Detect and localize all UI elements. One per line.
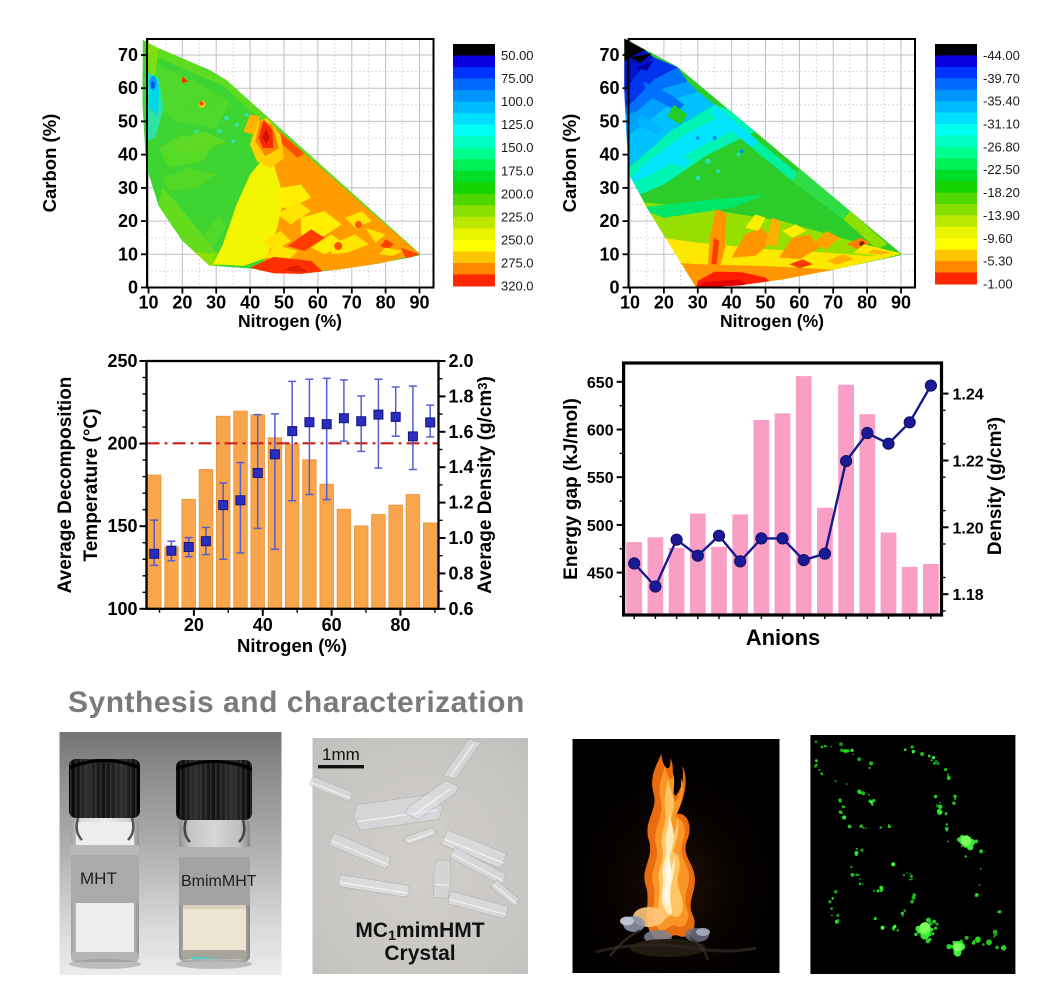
svg-text:MHT: MHT: [80, 869, 117, 888]
svg-text:2.0: 2.0: [449, 351, 474, 371]
svg-text:40: 40: [722, 293, 742, 313]
svg-text:450: 450: [587, 566, 614, 583]
svg-text:1.22: 1.22: [953, 454, 984, 471]
svg-text:Nitrogen (%): Nitrogen (%): [238, 311, 342, 331]
svg-text:60: 60: [322, 615, 342, 635]
svg-text:-5.30: -5.30: [983, 254, 1013, 269]
svg-text:1.18: 1.18: [953, 587, 984, 604]
svg-text:0.8: 0.8: [449, 563, 474, 583]
svg-text:40: 40: [253, 615, 273, 635]
svg-text:70: 70: [118, 45, 138, 65]
svg-text:10: 10: [138, 293, 158, 313]
svg-text:175.0: 175.0: [501, 163, 534, 178]
svg-text:80: 80: [857, 293, 877, 313]
svg-text:275.0: 275.0: [501, 256, 534, 271]
svg-text:1.24: 1.24: [953, 387, 984, 404]
svg-text:Nitrogen (%): Nitrogen (%): [237, 635, 347, 656]
svg-text:40: 40: [118, 145, 138, 165]
svg-text:-13.90: -13.90: [983, 208, 1020, 223]
svg-text:-22.50: -22.50: [983, 162, 1020, 177]
svg-text:150.0: 150.0: [501, 140, 534, 155]
svg-text:Synthesis and characterization: Synthesis and characterization: [68, 686, 525, 719]
svg-text:50: 50: [118, 111, 138, 131]
svg-text:BmimMHT: BmimMHT: [181, 873, 257, 890]
svg-text:200: 200: [107, 434, 137, 454]
svg-text:Carbon (%): Carbon (%): [559, 114, 580, 213]
svg-text:Anions: Anions: [746, 625, 821, 650]
svg-text:-35.40: -35.40: [983, 94, 1020, 109]
svg-text:100.0: 100.0: [501, 94, 534, 109]
svg-text:30: 30: [206, 293, 226, 313]
svg-text:60: 60: [789, 293, 809, 313]
svg-text:0: 0: [609, 278, 619, 298]
svg-text:20: 20: [172, 293, 192, 313]
svg-text:MC1mimHMT: MC1mimHMT: [355, 919, 484, 943]
svg-text:50: 50: [599, 111, 619, 131]
svg-text:250.0: 250.0: [501, 232, 534, 247]
svg-text:125.0: 125.0: [501, 117, 534, 132]
svg-text:10: 10: [118, 244, 138, 264]
svg-text:75.00: 75.00: [501, 71, 534, 86]
svg-text:0.6: 0.6: [449, 599, 474, 619]
svg-text:1.2: 1.2: [449, 493, 474, 513]
svg-text:50: 50: [755, 293, 775, 313]
svg-text:650: 650: [587, 375, 614, 392]
svg-text:80: 80: [376, 293, 396, 313]
svg-text:250: 250: [107, 351, 137, 371]
svg-text:20: 20: [118, 211, 138, 231]
svg-text:320.0: 320.0: [501, 279, 534, 294]
svg-text:-39.70: -39.70: [983, 71, 1020, 86]
svg-text:20: 20: [654, 293, 674, 313]
svg-text:-1.00: -1.00: [983, 277, 1013, 292]
svg-text:100: 100: [107, 599, 137, 619]
svg-text:1.0: 1.0: [449, 528, 474, 548]
svg-text:70: 70: [599, 45, 619, 65]
svg-text:1.6: 1.6: [449, 422, 474, 442]
svg-text:Average Density (g/cm3): Average Density (g/cm3): [475, 376, 496, 594]
svg-text:1.4: 1.4: [449, 457, 474, 477]
svg-text:Nitrogen (%): Nitrogen (%): [720, 311, 824, 331]
svg-text:30: 30: [118, 178, 138, 198]
svg-text:Density (g/cm3): Density (g/cm3): [985, 417, 1006, 555]
svg-text:600: 600: [587, 423, 614, 440]
svg-text:40: 40: [599, 145, 619, 165]
svg-text:0: 0: [128, 278, 138, 298]
svg-text:Temperature (°C): Temperature (°C): [81, 409, 102, 562]
svg-text:150: 150: [107, 516, 137, 536]
svg-text:80: 80: [390, 615, 410, 635]
svg-text:1.8: 1.8: [449, 386, 474, 406]
svg-text:225.0: 225.0: [501, 209, 534, 224]
svg-text:50: 50: [274, 293, 294, 313]
svg-text:90: 90: [409, 293, 429, 313]
svg-text:10: 10: [599, 244, 619, 264]
svg-text:-44.00: -44.00: [983, 48, 1020, 63]
svg-text:-9.60: -9.60: [983, 231, 1013, 246]
svg-text:-18.20: -18.20: [983, 185, 1020, 200]
svg-text:70: 70: [823, 293, 843, 313]
svg-text:20: 20: [599, 211, 619, 231]
svg-text:-31.10: -31.10: [983, 117, 1020, 132]
svg-text:60: 60: [599, 78, 619, 98]
svg-text:20: 20: [184, 615, 204, 635]
svg-text:1.20: 1.20: [953, 520, 984, 537]
svg-text:200.0: 200.0: [501, 186, 534, 201]
svg-text:60: 60: [118, 78, 138, 98]
svg-text:1mm: 1mm: [322, 745, 360, 764]
svg-text:30: 30: [688, 293, 708, 313]
svg-text:500: 500: [587, 518, 614, 535]
svg-text:Average Decomposition: Average Decomposition: [55, 377, 76, 594]
svg-text:10: 10: [620, 293, 640, 313]
svg-text:550: 550: [587, 470, 614, 487]
svg-text:60: 60: [308, 293, 328, 313]
svg-text:30: 30: [599, 178, 619, 198]
svg-text:90: 90: [891, 293, 911, 313]
svg-text:-26.80: -26.80: [983, 139, 1020, 154]
svg-text:Carbon (%): Carbon (%): [39, 114, 60, 213]
svg-text:40: 40: [240, 293, 260, 313]
svg-text:Crystal: Crystal: [384, 942, 455, 965]
svg-text:70: 70: [342, 293, 362, 313]
svg-text:50.00: 50.00: [501, 48, 534, 63]
svg-text:Energy gap (kJ/mol): Energy gap (kJ/mol): [561, 398, 582, 580]
